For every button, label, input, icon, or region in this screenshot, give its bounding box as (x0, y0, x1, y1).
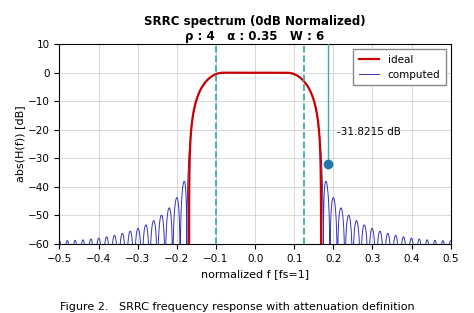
Text: -31.8215 dB: -31.8215 dB (337, 127, 401, 137)
ideal (264, 71, 270, 74)
Line: ideal: ideal (59, 73, 451, 313)
Text: Figure 2.   SRRC frequency response with attenuation definition: Figure 2. SRRC frequency response with a… (60, 302, 414, 312)
computed (306, 85, 311, 89)
computed (363, 225, 368, 229)
computed (245, 71, 250, 74)
computed (56, 239, 62, 243)
computed (448, 239, 454, 243)
computed (421, 265, 427, 269)
ideal (216, 71, 222, 75)
Title: SRRC spectrum (0dB Normalized)
ρ : 4   α : 0.35   W : 6: SRRC spectrum (0dB Normalized) ρ : 4 α :… (144, 15, 366, 43)
Y-axis label: abs(H(f)) [dB]: abs(H(f)) [dB] (15, 106, 25, 182)
X-axis label: normalized f [fs=1]: normalized f [fs=1] (201, 269, 309, 279)
ideal (220, 71, 226, 74)
ideal (219, 71, 225, 74)
computed (86, 243, 92, 247)
Line: computed: computed (59, 73, 451, 313)
computed (346, 215, 352, 218)
computed (219, 71, 225, 75)
Legend: ideal, computed: ideal, computed (353, 49, 446, 85)
